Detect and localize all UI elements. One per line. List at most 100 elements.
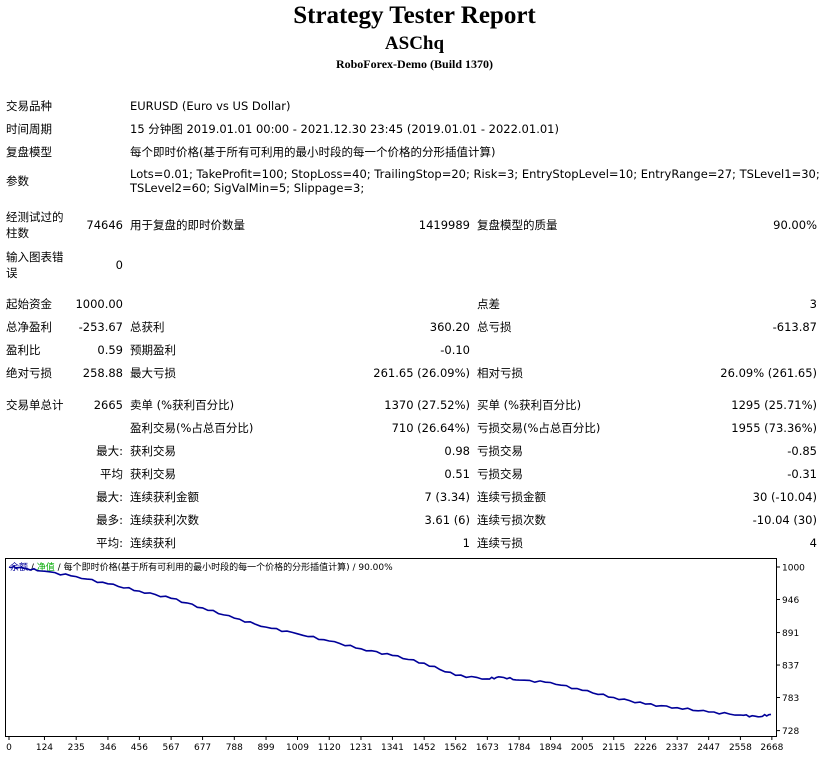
short-trades-value: 1370 (27.52%) [384, 398, 470, 412]
plot-frame [5, 558, 777, 737]
x-tick-label: 2558 [729, 743, 752, 753]
balance-chart: 余额 / 净值 / 每个即时价格(基于所有可利用的最小时段的每一个价格的分形插值… [5, 558, 805, 753]
x-tick-label: 2226 [634, 743, 657, 753]
max-consecutive-profit-label: 连续获利次数 [130, 513, 199, 527]
expected-payoff-value: -0.10 [440, 343, 470, 357]
largest-profit-value: 0.98 [444, 444, 470, 458]
gross-profit-value: 360.20 [429, 320, 470, 334]
y-tick-label: 1000 [782, 564, 805, 574]
x-tick-label: 0 [6, 743, 12, 753]
server-build: RoboForex-Demo (Build 1370) [335, 57, 494, 71]
errors-label-2: 误 [6, 266, 18, 280]
largest-loss-label: 亏损交易 [477, 444, 523, 458]
x-tick-label: 2005 [571, 743, 594, 753]
long-trades-value: 1295 (25.71%) [731, 398, 817, 412]
max-consecutive-losses-value: 30 (-10.04) [752, 490, 817, 504]
errors-value: 0 [115, 258, 123, 272]
max-consecutive-prefix: 最大: [96, 490, 123, 504]
ticks-label: 用于复盘的即时价数量 [130, 218, 245, 232]
x-tick-label: 1894 [539, 743, 562, 753]
bars-value: 74646 [86, 218, 123, 232]
max-consecutive-profit-value: 3.61 (6) [424, 513, 470, 527]
max-consecutive-loss-label: 连续亏损次数 [477, 513, 546, 527]
params-label: 参数 [6, 174, 29, 188]
chart-legend: 余额 / 净值 / 每个即时价格(基于所有可利用的最小时段的每一个价格的分形插值… [10, 561, 393, 573]
model-label: 复盘模型 [6, 145, 52, 159]
avg-consecutive-prefix: 平均: [96, 536, 123, 550]
x-tick-label: 1562 [444, 743, 467, 753]
profit-trades-value: 710 (26.64%) [391, 421, 470, 435]
loss-trades-label: 亏损交易(%占总百分比) [477, 421, 601, 435]
average-profit-value: 0.51 [444, 467, 470, 481]
legend-separator-1: / [28, 563, 37, 573]
errors-label-1: 输入图表错 [6, 250, 64, 264]
model-value: 每个即时价格(基于所有可利用的最小时段的每一个价格的分形插值计算) [130, 145, 496, 159]
avg-consecutive-losses-label: 连续亏损 [477, 536, 523, 550]
rel-drawdown-value: 26.09% (261.65) [720, 366, 817, 380]
max-consecutive-wins-label: 连续获利金额 [130, 490, 199, 504]
abs-drawdown-value: 258.88 [82, 366, 123, 380]
symbol-value: EURUSD (Euro vs US Dollar) [130, 99, 291, 113]
x-tick-label: 677 [194, 743, 211, 753]
legend-description: 每个即时价格(基于所有可利用的最小时段的每一个价格的分形插值计算) / 90.0… [64, 561, 394, 573]
y-tick-label: 728 [782, 727, 799, 737]
symbol-label: 交易品种 [6, 99, 52, 113]
max-drawdown-label: 最大亏损 [130, 366, 176, 380]
y-tick-label: 946 [782, 596, 799, 606]
average-profit-label: 获利交易 [130, 467, 176, 481]
x-tick-label: 2447 [697, 743, 720, 753]
ticks-value: 1419989 [418, 218, 470, 232]
quality-value: 90.00% [773, 218, 817, 232]
x-tick-label: 2115 [602, 743, 625, 753]
average-loss-label: 亏损交易 [477, 467, 523, 481]
params-line-2: TSLevel2=60; SigValMin=5; Slippage=3; [130, 181, 365, 195]
spread-label: 点差 [477, 297, 500, 311]
total-trades-value: 2665 [93, 398, 123, 412]
y-tick-label: 891 [782, 629, 799, 639]
net-profit-label: 总净盈利 [6, 320, 52, 334]
report-title: Strategy Tester Report [293, 2, 536, 29]
gross-loss-label: 总亏损 [477, 320, 512, 334]
x-tick-label: 1009 [286, 743, 309, 753]
max-drawdown-value: 261.65 (26.09%) [373, 366, 470, 380]
short-trades-label: 卖单 (%获利百分比) [130, 398, 235, 412]
max-consecutive-losses-label: 连续亏损金额 [477, 490, 546, 504]
max-consecutive-profit-prefix: 最多: [96, 513, 123, 527]
net-profit-value: -253.67 [78, 320, 123, 334]
max-consecutive-wins-value: 7 (3.34) [424, 490, 470, 504]
period-value: 15 分钟图 2019.01.01 00:00 - 2021.12.30 23:… [130, 122, 559, 136]
profit-trades-label: 盈利交易(%占总百分比) [130, 421, 254, 435]
gross-profit-label: 总获利 [130, 320, 165, 334]
x-tick-label: 235 [68, 743, 85, 753]
rel-drawdown-label: 相对亏损 [477, 366, 523, 380]
x-tick-label: 1784 [508, 743, 531, 753]
x-tick-label: 788 [226, 743, 243, 753]
legend-equity: 净值 [37, 561, 55, 573]
x-tick-label: 2668 [760, 743, 783, 753]
loss-trades-value: 1955 (73.36%) [731, 421, 817, 435]
total-trades-label: 交易单总计 [6, 398, 64, 412]
x-tick-label: 1452 [413, 743, 436, 753]
spread-value: 3 [809, 297, 817, 311]
average-prefix: 平均 [100, 467, 123, 481]
x-tick-label: 899 [257, 743, 274, 753]
deposit-value: 1000.00 [75, 297, 123, 311]
avg-consecutive-wins-label: 连续获利 [130, 536, 176, 550]
bars-label-1: 经测试过的 [6, 210, 64, 224]
gross-loss-value: -613.87 [772, 320, 817, 334]
x-tick-label: 1120 [318, 743, 341, 753]
deposit-label: 起始资金 [6, 297, 52, 311]
average-loss-value: -0.31 [787, 467, 817, 481]
x-tick-label: 346 [99, 743, 116, 753]
expert-name: ASChq [384, 33, 445, 54]
y-tick-label: 783 [782, 694, 799, 704]
largest-loss-value: -0.85 [787, 444, 817, 458]
period-label: 时间周期 [6, 122, 52, 136]
largest-prefix: 最大: [96, 444, 123, 458]
largest-profit-label: 获利交易 [130, 444, 176, 458]
x-tick-label: 567 [163, 743, 180, 753]
avg-consecutive-wins-value: 1 [462, 536, 470, 550]
bars-label-2: 柱数 [6, 226, 29, 240]
profit-factor-value: 0.59 [97, 343, 123, 357]
balance-line [8, 565, 772, 718]
